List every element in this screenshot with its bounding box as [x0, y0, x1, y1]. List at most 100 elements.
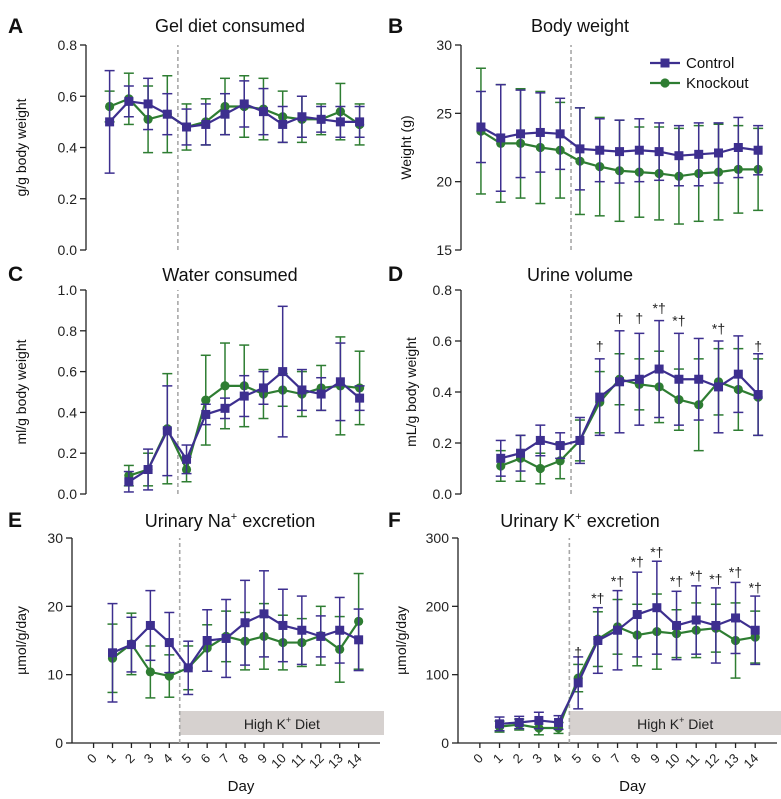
data-point [534, 715, 544, 725]
x-tick-label: 4 [160, 751, 176, 767]
panel-b: B Body weight Weight (g) 15 20 25 30 Control Kno… [388, 15, 764, 258]
panel-letter: B [388, 15, 403, 38]
y-tick-label: 0.6 [433, 333, 453, 349]
data-point [575, 435, 585, 445]
y-tick-label: 0.8 [58, 323, 78, 339]
y-tick-label: 0.8 [433, 282, 453, 298]
data-point [535, 127, 545, 137]
data-point [731, 613, 741, 623]
x-tick-label: 0 [470, 751, 486, 767]
x-tick-label: 2 [122, 751, 138, 767]
x-tick-label: 8 [235, 751, 251, 767]
y-tick-label: 0.2 [433, 435, 453, 451]
high-k-diet-label: High K+ Diet [637, 715, 713, 732]
x-tick-label: 6 [588, 751, 604, 767]
x-tick-label: 2 [510, 751, 526, 767]
title-suffix: excretion [237, 511, 315, 531]
series-control [494, 560, 761, 732]
significance-marker: *† [712, 320, 725, 336]
y-tick-label: 0.0 [433, 486, 453, 502]
data-point [753, 390, 763, 400]
x-tick-label: 12 [306, 751, 327, 772]
data-point [143, 99, 153, 109]
data-point [278, 620, 288, 630]
y-tick-label: 30 [436, 37, 452, 53]
data-point [476, 122, 486, 132]
data-point [733, 143, 743, 152]
data-point [220, 109, 230, 119]
data-point [535, 435, 545, 445]
series-control [104, 69, 365, 174]
title-prefix: Urinary Na [145, 511, 232, 531]
data-point [124, 477, 134, 487]
data-point [593, 636, 603, 645]
y-tick-label: 0.0 [58, 486, 78, 502]
significance-marker: † [574, 644, 582, 660]
data-point [164, 671, 174, 681]
data-point [221, 633, 231, 643]
legend-marker-knockout [660, 78, 670, 88]
panel-letter: C [8, 263, 23, 286]
data-point [691, 615, 701, 625]
data-point [201, 409, 211, 419]
data-point [105, 117, 115, 127]
data-point [634, 374, 644, 384]
panel-letter: A [8, 15, 23, 38]
x-tick-label: 10 [662, 751, 683, 772]
data-point [632, 610, 642, 620]
y-tick-label: 25 [436, 105, 452, 121]
data-point [733, 369, 743, 379]
data-point [297, 112, 307, 122]
x-tick-label: 10 [268, 751, 289, 772]
data-point [259, 609, 269, 619]
x-tick-label: 7 [217, 751, 233, 767]
data-point [714, 382, 724, 392]
data-point [108, 648, 118, 658]
data-point [672, 620, 682, 630]
y-tick-label: 20 [436, 174, 452, 190]
data-point [316, 389, 326, 399]
data-point [124, 96, 134, 106]
x-tick-label: 1 [103, 751, 119, 767]
data-point [595, 145, 605, 155]
data-point [220, 403, 230, 413]
x-tick-label: 4 [549, 751, 565, 767]
x-tick-label: 5 [569, 751, 585, 767]
data-point [711, 620, 721, 630]
panel-c: C Water consumed ml/g body weight 0.0 0.2 0.4… [8, 263, 365, 502]
data-point [182, 122, 192, 132]
panel-title: Urinary K+ excretion [500, 511, 660, 531]
data-point [258, 383, 268, 393]
significance-marker: † [754, 338, 762, 354]
y-tick-label: 30 [47, 530, 63, 546]
panel-title: Gel diet consumed [155, 16, 305, 36]
x-tick-label: 12 [701, 751, 722, 772]
y-tick-label: 0.4 [58, 404, 78, 420]
y-tick-label: 0 [441, 735, 449, 751]
significance-marker: *† [709, 571, 722, 587]
data-point [694, 149, 704, 159]
data-point [652, 603, 662, 613]
data-point [654, 147, 664, 157]
data-point [145, 667, 155, 677]
y-tick-label: 100 [426, 667, 450, 683]
panel-e: E Urinary Na+ excretion µmol/g/day 0 10 20 30 0… [8, 509, 384, 795]
data-point [126, 640, 136, 650]
data-point [201, 119, 211, 129]
panel-d: D Urine volume mL/g body weight 0.0 0.2 0.4 0.… [388, 263, 764, 502]
x-tick-label: 9 [254, 751, 270, 767]
data-point [615, 377, 625, 387]
data-point [714, 148, 724, 158]
data-point [555, 441, 565, 451]
data-point [220, 381, 230, 391]
panel-title: Urine volume [527, 265, 633, 285]
title-superscript: + [575, 511, 581, 523]
data-point [297, 385, 307, 395]
panel-title: Water consumed [162, 265, 297, 285]
data-point [239, 99, 249, 109]
panel-letter: F [388, 509, 401, 532]
x-tick-label: 3 [529, 751, 545, 767]
data-point [355, 117, 365, 127]
